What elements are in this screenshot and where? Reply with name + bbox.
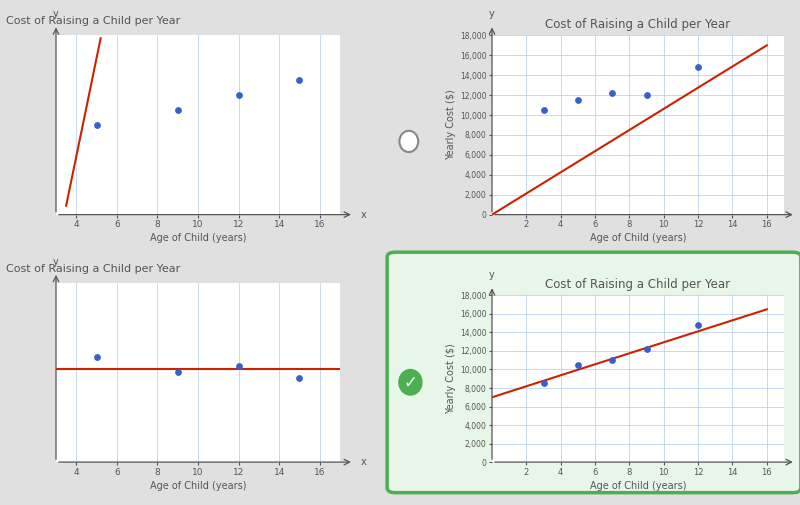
Point (640, 91, 653, 99)
Point (90, 121, 103, 129)
Point (293, 76, 306, 84)
Point (232, 363, 245, 371)
Point (232, 91, 245, 99)
Point (571, 96, 584, 104)
X-axis label: Age of Child (years): Age of Child (years) (590, 481, 686, 491)
Point (171, 106, 184, 114)
Text: Cost of Raising a Child per Year: Cost of Raising a Child per Year (6, 264, 181, 274)
Text: x: x (361, 457, 366, 467)
Point (571, 361, 584, 369)
Point (606, 89, 618, 97)
Text: Cost of Raising a Child per Year: Cost of Raising a Child per Year (6, 16, 181, 26)
X-axis label: Age of Child (years): Age of Child (years) (150, 233, 246, 243)
Point (537, 379, 550, 387)
Text: y: y (53, 257, 59, 267)
X-axis label: Age of Child (years): Age of Child (years) (590, 233, 686, 243)
X-axis label: Age of Child (years): Age of Child (years) (150, 481, 246, 491)
Title: Cost of Raising a Child per Year: Cost of Raising a Child per Year (546, 278, 730, 291)
Point (171, 369, 184, 377)
Y-axis label: Yearly Cost ($): Yearly Cost ($) (446, 343, 456, 414)
Point (90, 354, 103, 362)
Point (640, 345, 653, 353)
Text: y: y (53, 9, 59, 19)
Title: Cost of Raising a Child per Year: Cost of Raising a Child per Year (546, 18, 730, 31)
Text: y: y (489, 9, 495, 19)
Point (537, 106, 550, 114)
Point (692, 63, 705, 71)
Point (692, 321, 705, 329)
Y-axis label: Yearly Cost ($): Yearly Cost ($) (446, 89, 456, 161)
Point (293, 374, 306, 382)
Point (606, 356, 618, 364)
Circle shape (399, 131, 418, 152)
Circle shape (399, 370, 422, 395)
Text: ✓: ✓ (403, 374, 418, 392)
Text: x: x (361, 210, 366, 220)
FancyBboxPatch shape (387, 252, 800, 493)
Text: y: y (489, 270, 495, 280)
